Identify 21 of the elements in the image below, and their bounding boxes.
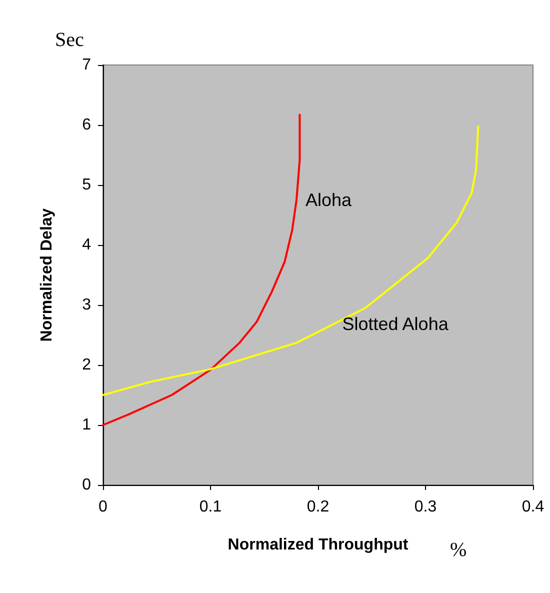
text: Sec xyxy=(55,29,84,51)
y-tick-label: 2 xyxy=(82,356,92,374)
y-tick-label: 5 xyxy=(82,176,92,194)
series-label: Slotted Aloha xyxy=(342,314,450,334)
x-tick-label: 0 xyxy=(98,498,108,516)
x-tick-label: 0.3 xyxy=(414,498,437,516)
y-tick-label: 1 xyxy=(82,416,92,434)
y-axis-title: Normalized Delay xyxy=(38,208,56,342)
series-label: Aloha xyxy=(306,190,353,210)
x-tick-label: 0.2 xyxy=(306,498,330,516)
x-axis-title: Normalized Throughput xyxy=(228,536,409,554)
x-tick-label: 0.1 xyxy=(199,498,222,516)
text: % xyxy=(450,539,467,561)
y-tick-label: 4 xyxy=(82,236,92,254)
y-tick-label: 0 xyxy=(82,476,92,494)
y-tick-label: 3 xyxy=(82,296,92,314)
x-tick-label: 0.4 xyxy=(522,498,544,516)
line-series xyxy=(102,114,301,426)
y-tick-label: 7 xyxy=(82,56,92,74)
y-tick-label: 6 xyxy=(82,116,92,134)
line-series xyxy=(102,125,480,396)
